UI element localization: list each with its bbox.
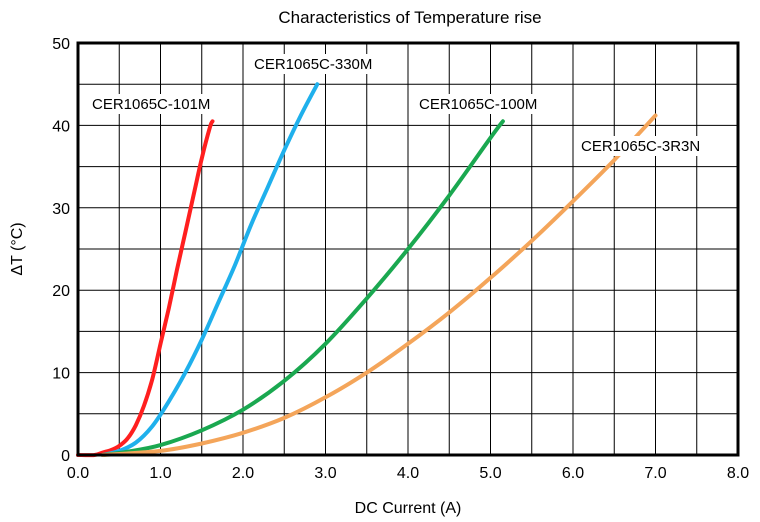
y-tick-label: 40 <box>52 118 70 135</box>
series-line <box>76 119 215 458</box>
series-label: CER1065C-100M <box>419 96 537 113</box>
series-label-background <box>251 54 376 74</box>
y-tick-labels: 0 10 20 30 40 50 <box>52 36 70 465</box>
x-tick-label: 3.0 <box>314 465 336 482</box>
series-line <box>100 119 505 457</box>
chart-title: Characteristics of Temperature rise <box>278 8 541 27</box>
series-labels: CER1065C-101M CER1065C-330M CER1065C-100M C… <box>89 54 704 156</box>
x-tick-label: 4.0 <box>397 465 419 482</box>
series-label-background <box>89 94 214 114</box>
series-label: CER1065C-101M <box>92 96 210 113</box>
series-curves <box>76 82 658 458</box>
series-label-background <box>578 136 704 156</box>
x-tick-label: 6.0 <box>562 465 584 482</box>
x-tick-label: 8.0 <box>727 465 749 482</box>
series-label: CER1065C-330M <box>254 56 372 73</box>
x-axis-label: DC Current (A) <box>355 500 462 517</box>
series-line <box>100 82 320 457</box>
series-line <box>100 113 658 457</box>
y-tick-label: 20 <box>52 283 70 300</box>
y-tick-label: 30 <box>52 201 70 218</box>
series-label-background <box>416 94 541 114</box>
y-axis-label: ΔT (°C) <box>9 222 26 275</box>
x-tick-label: 0.0 <box>67 465 89 482</box>
y-tick-label: 50 <box>52 36 70 53</box>
x-tick-labels: 0.0 1.0 2.0 3.0 4.0 5.0 6.0 7.0 8.0 <box>67 465 749 482</box>
x-tick-label: 1.0 <box>149 465 171 482</box>
x-tick-label: 7.0 <box>644 465 666 482</box>
series-label: CER1065C-3R3N <box>581 138 700 155</box>
y-tick-label: 0 <box>61 448 70 465</box>
x-tick-label: 2.0 <box>232 465 254 482</box>
plot-frame <box>76 41 740 457</box>
x-tick-label: 5.0 <box>479 465 501 482</box>
y-tick-label: 10 <box>52 366 70 383</box>
